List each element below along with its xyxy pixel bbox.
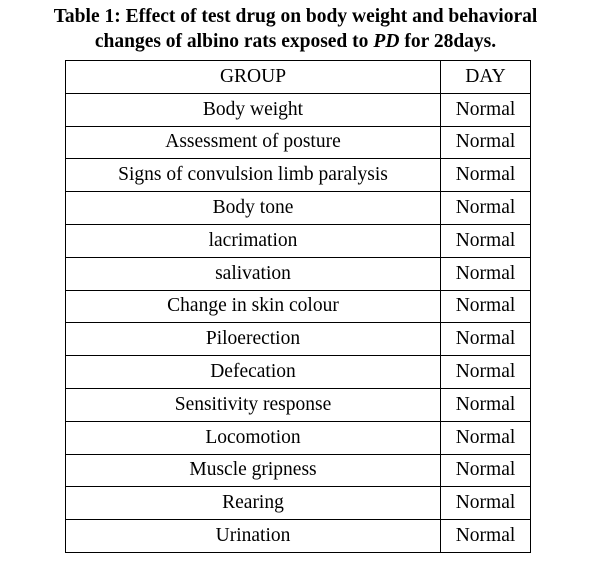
table-row: Signs of convulsion limb paralysis Normal <box>65 158 531 193</box>
table-cell: Signs of convulsion limb paralysis <box>65 158 441 193</box>
title-text: for 28days. <box>404 31 497 52</box>
table-cell: Assessment of posture <box>65 125 441 160</box>
table-cell: salivation <box>65 256 441 291</box>
table-cell: Piloerection <box>65 322 441 357</box>
table-row: Sensitivity response Normal <box>65 387 531 422</box>
table-row: Rearing Normal <box>65 486 531 521</box>
table-cell: Sensitivity response <box>65 387 441 422</box>
table-row: Muscle gripness Normal <box>65 453 531 488</box>
table-cell: Muscle gripness <box>65 453 441 488</box>
table-cell: Normal <box>440 191 531 225</box>
data-table: GROUP DAY Body weight Normal Assessment of p… <box>65 60 531 553</box>
table-cell: Urination <box>65 519 441 553</box>
table-cell: Normal <box>440 322 531 357</box>
table-row: salivation Normal <box>65 256 531 291</box>
table-cell: Normal <box>440 355 531 389</box>
title-text: changes of albino rats exposed to <box>94 31 369 52</box>
table-cell: Normal <box>440 486 531 521</box>
header-cell: DAY <box>440 60 531 94</box>
table-cell: Change in skin colour <box>65 289 441 324</box>
table-cell: Normal <box>440 519 531 553</box>
table-cell: Normal <box>440 92 531 127</box>
table-cell: Body tone <box>65 191 441 225</box>
table-row: lacrimation Normal <box>65 223 531 258</box>
header-cell: GROUP <box>65 60 441 94</box>
table-cell: Normal <box>440 289 531 324</box>
table-row: Body weight Normal <box>65 92 531 127</box>
title-italic: PD <box>373 31 400 52</box>
header-row: GROUP DAY <box>65 60 531 94</box>
title-line: Table 1: Effect of test drug on body wei… <box>53 6 538 27</box>
table-cell: Rearing <box>65 486 441 521</box>
table-row: Urination Normal <box>65 519 531 553</box>
table-cell: Locomotion <box>65 420 441 455</box>
table-row: Defecation Normal <box>65 355 531 389</box>
table-cell: Normal <box>440 158 531 193</box>
table-row: Locomotion Normal <box>65 420 531 455</box>
table-cell: Normal <box>440 223 531 258</box>
table-title: Table 1: Effect of test drug on body wei… <box>0 4 591 54</box>
title-line: changes of albino rats exposed to PD for 2… <box>0 29 591 54</box>
table-cell: Normal <box>440 453 531 488</box>
table-row: Assessment of posture Normal <box>65 125 531 160</box>
table-row: Body tone Normal <box>65 191 531 225</box>
table-cell: lacrimation <box>65 223 441 258</box>
table-row: Piloerection Normal <box>65 322 531 357</box>
table-cell: Body weight <box>65 92 441 127</box>
table-cell: Normal <box>440 125 531 160</box>
table-cell: Normal <box>440 256 531 291</box>
table-cell: Defecation <box>65 355 441 389</box>
table-row: Change in skin colour Normal <box>65 289 531 324</box>
table-cell: Normal <box>440 387 531 422</box>
table-cell: Normal <box>440 420 531 455</box>
